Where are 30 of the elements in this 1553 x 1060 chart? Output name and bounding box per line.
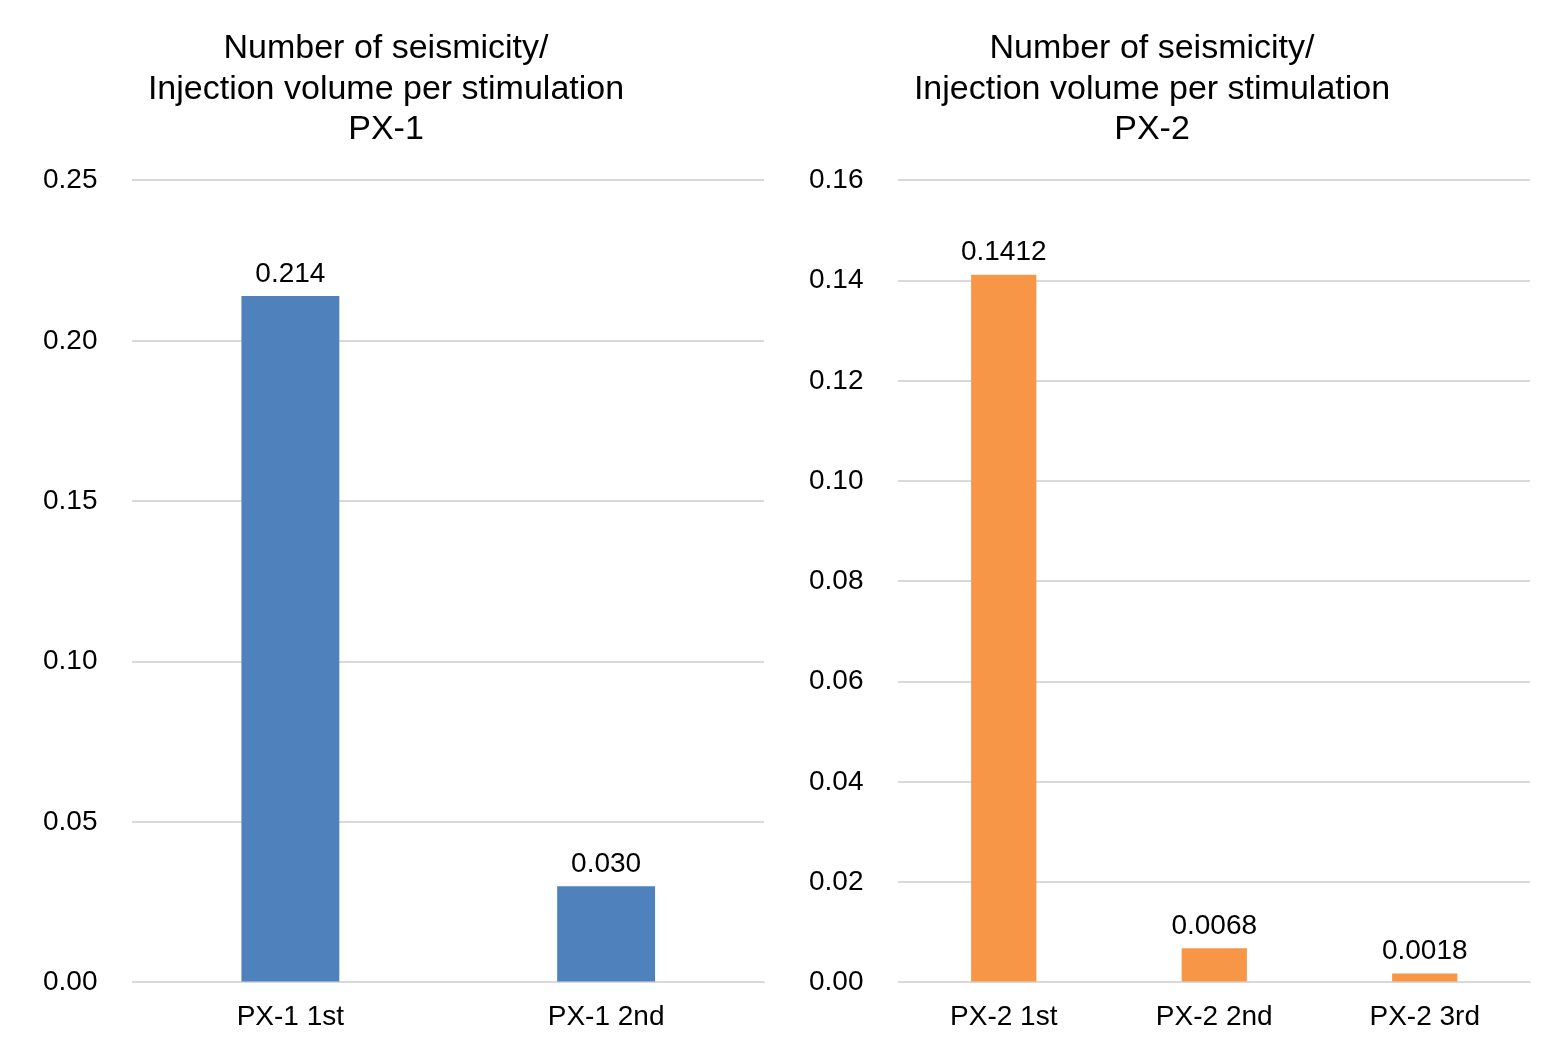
y-tick-label: 0.25 [43, 163, 98, 195]
y-tick-label: 0.12 [809, 363, 864, 395]
x-tick-label: PX-1 2nd [547, 999, 665, 1031]
y-tick-label: 0.15 [43, 483, 98, 515]
data-label: 0.0068 [1171, 909, 1258, 941]
y-tick-label: 0.05 [43, 804, 98, 836]
x-tick-label: PX-1 1st [236, 999, 345, 1031]
chart-title: Number of seismicity/ Injection volume per stimulation PX-1 [147, 26, 625, 147]
y-tick-label: 0.08 [809, 564, 864, 596]
y-tick-label: 0.10 [809, 463, 864, 495]
bar [1181, 948, 1247, 982]
y-tick-label: 0.14 [809, 263, 864, 295]
y-tick-label: 0.02 [809, 864, 864, 896]
y-tick-label: 0.16 [809, 163, 864, 195]
data-label: 0.1412 [960, 235, 1047, 267]
y-tick-label: 0.10 [43, 644, 98, 676]
x-tick-label: PX-2 3rd [1369, 999, 1480, 1031]
data-label: 0.030 [571, 846, 642, 878]
y-tick-label: 0.04 [809, 764, 864, 796]
y-tick-label: 0.00 [809, 965, 864, 997]
x-tick-label: PX-2 2nd [1155, 999, 1273, 1031]
data-label: 0.0018 [1381, 934, 1468, 966]
y-tick-label: 0.00 [43, 965, 98, 997]
x-tick-label: PX-2 1st [950, 999, 1058, 1031]
y-tick-label: 0.20 [43, 323, 98, 355]
bar [971, 274, 1037, 982]
bar [1392, 973, 1458, 982]
data-label: 0.214 [255, 256, 326, 288]
y-tick-label: 0.06 [809, 664, 864, 696]
chart-title: Number of seismicity/ Injection volume per stimulation PX-2 [913, 26, 1391, 147]
